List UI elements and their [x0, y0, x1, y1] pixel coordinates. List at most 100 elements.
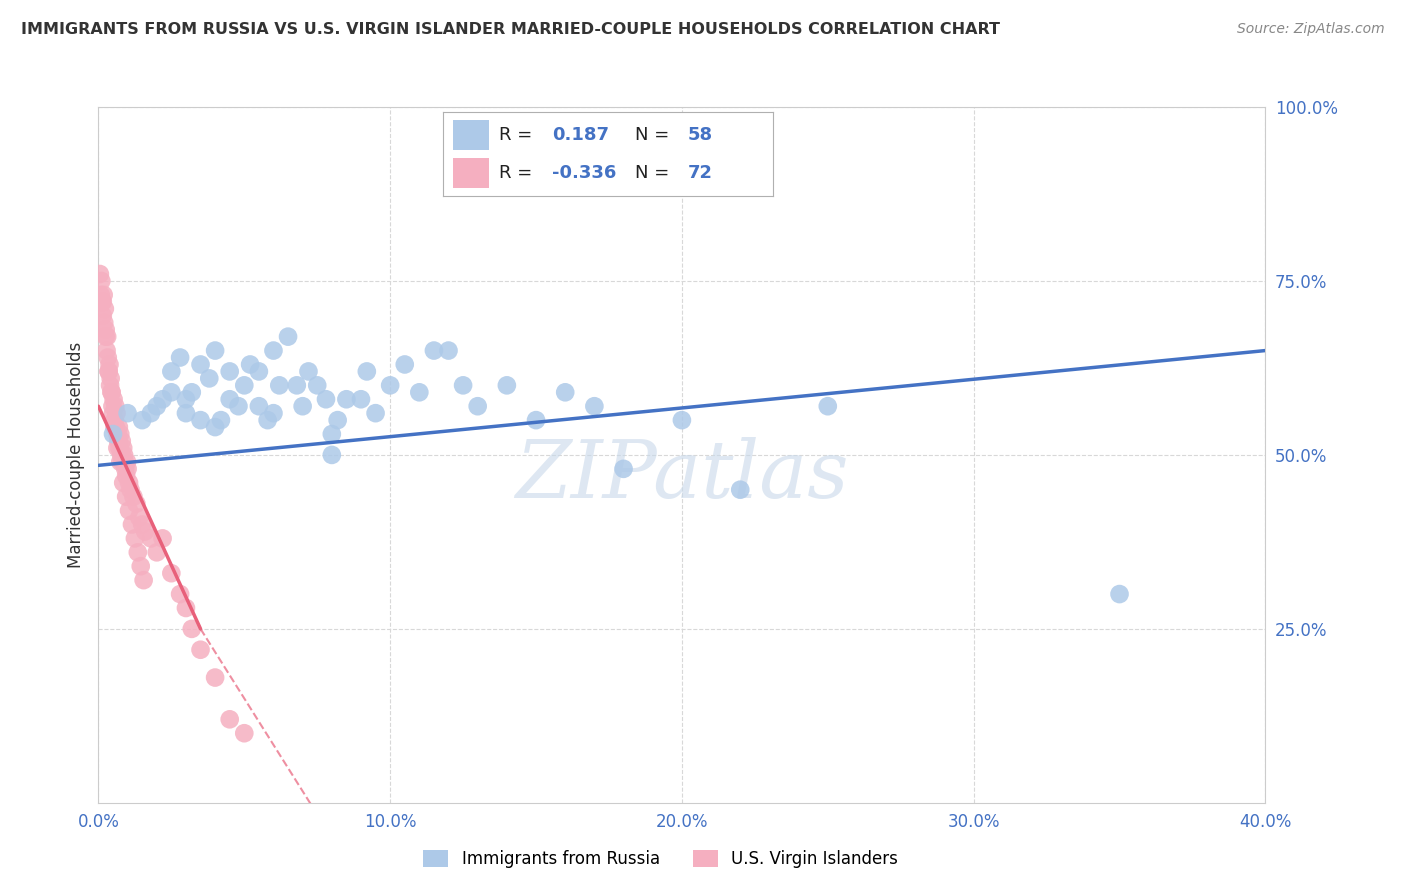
- Point: [139, 532, 162, 546]
- Point: [467, 399, 489, 413]
- Text: Source: ZipAtlas.com: Source: ZipAtlas.com: [1237, 22, 1385, 37]
- Point: [100, 385, 122, 400]
- Point: [209, 413, 232, 427]
- Point: [125, 497, 148, 511]
- Point: [101, 427, 124, 442]
- Point: [122, 490, 145, 504]
- Point: [101, 406, 124, 420]
- Point: [190, 413, 212, 427]
- Point: [228, 399, 250, 413]
- Text: R =: R =: [499, 126, 538, 144]
- Point: [204, 343, 226, 358]
- Text: 58: 58: [688, 126, 713, 144]
- Point: [256, 413, 278, 427]
- Point: [218, 392, 240, 407]
- Point: [115, 455, 138, 469]
- Point: [350, 392, 373, 407]
- Point: [174, 601, 197, 615]
- Point: [112, 448, 135, 462]
- Point: [89, 267, 111, 281]
- Point: [103, 420, 125, 434]
- Point: [583, 399, 606, 413]
- Point: [118, 475, 141, 490]
- Point: [94, 301, 117, 316]
- Point: [128, 510, 150, 524]
- Point: [146, 545, 169, 559]
- Point: [356, 364, 378, 378]
- Point: [104, 420, 127, 434]
- Point: [105, 406, 128, 420]
- Point: [104, 399, 127, 413]
- Point: [174, 406, 197, 420]
- Point: [174, 392, 197, 407]
- Point: [111, 455, 134, 469]
- Point: [120, 483, 142, 497]
- Point: [110, 455, 132, 469]
- Point: [112, 475, 135, 490]
- Point: [100, 385, 122, 400]
- Point: [100, 371, 122, 385]
- Point: [94, 323, 117, 337]
- Point: [291, 399, 314, 413]
- Point: [91, 294, 114, 309]
- Point: [451, 378, 474, 392]
- Text: 72: 72: [688, 164, 713, 182]
- Point: [108, 420, 131, 434]
- Point: [1108, 587, 1130, 601]
- Point: [103, 392, 125, 407]
- Point: [335, 392, 357, 407]
- Point: [160, 364, 183, 378]
- Point: [190, 642, 212, 657]
- Point: [105, 441, 128, 455]
- Point: [169, 587, 191, 601]
- Point: [247, 364, 270, 378]
- Point: [98, 358, 121, 372]
- Point: [315, 392, 337, 407]
- Point: [277, 329, 299, 343]
- Point: [98, 378, 121, 392]
- Point: [180, 385, 202, 400]
- Point: [111, 434, 134, 448]
- Point: [495, 378, 517, 392]
- Text: N =: N =: [634, 164, 675, 182]
- Point: [134, 524, 156, 539]
- Point: [297, 364, 319, 378]
- Point: [96, 329, 118, 343]
- Point: [114, 455, 136, 469]
- Point: [121, 517, 143, 532]
- Point: [96, 343, 118, 358]
- FancyBboxPatch shape: [453, 158, 489, 188]
- Point: [554, 385, 576, 400]
- Point: [204, 420, 226, 434]
- Point: [124, 532, 146, 546]
- Point: [97, 351, 120, 365]
- FancyBboxPatch shape: [453, 120, 489, 150]
- Point: [262, 343, 284, 358]
- Point: [204, 671, 226, 685]
- Point: [90, 274, 112, 288]
- Point: [118, 503, 141, 517]
- Point: [321, 448, 343, 462]
- Point: [129, 559, 152, 574]
- Point: [671, 413, 693, 427]
- Point: [117, 462, 139, 476]
- Text: ZIPatlas: ZIPatlas: [515, 437, 849, 515]
- Point: [239, 358, 262, 372]
- Point: [364, 406, 387, 420]
- Point: [612, 462, 634, 476]
- Point: [146, 399, 169, 413]
- Point: [198, 371, 221, 385]
- Point: [127, 545, 149, 559]
- Point: [139, 406, 162, 420]
- Point: [160, 385, 183, 400]
- Point: [93, 316, 115, 330]
- Point: [321, 427, 343, 442]
- Point: [97, 364, 120, 378]
- Text: R =: R =: [499, 164, 538, 182]
- Point: [93, 288, 115, 302]
- Legend: Immigrants from Russia, U.S. Virgin Islanders: Immigrants from Russia, U.S. Virgin Isla…: [416, 843, 905, 875]
- Point: [132, 573, 155, 587]
- Point: [307, 378, 329, 392]
- Point: [730, 483, 752, 497]
- Point: [108, 441, 131, 455]
